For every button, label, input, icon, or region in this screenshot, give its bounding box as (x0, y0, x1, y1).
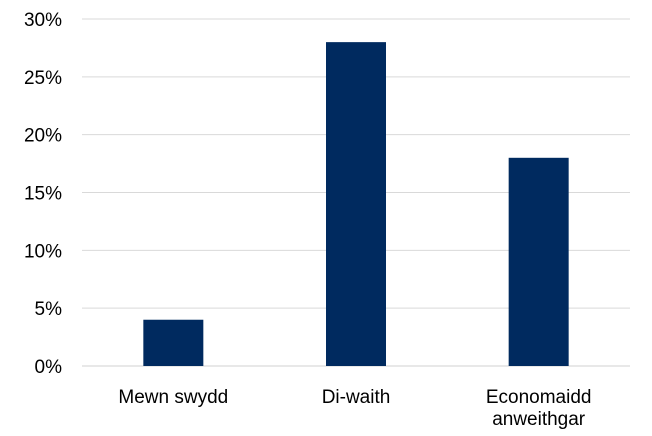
x-category-label: Economaidd anweithgar (486, 387, 592, 430)
y-tick-label: 25% (24, 68, 62, 89)
x-axis-category-labels: Mewn swydd Di-waith Economaidd anweithgar (118, 387, 591, 430)
bar (143, 319, 204, 366)
y-tick-label: 5% (35, 299, 63, 320)
x-category-label-line: Mewn swydd (118, 387, 228, 408)
bar (508, 157, 569, 366)
x-category-label-line: Di-waith (322, 387, 391, 408)
y-tick-label: 30% (24, 10, 62, 31)
y-tick-label: 20% (24, 126, 62, 147)
y-axis-tick-labels: 0% 5% 10% 15% 20% 25% 30% (24, 10, 62, 378)
y-tick-label: 0% (35, 357, 63, 378)
bar (326, 42, 386, 367)
x-category-label-line: Economaidd (486, 387, 592, 408)
x-category-label-line: anweithgar (492, 409, 586, 430)
bars (143, 42, 569, 367)
x-category-label: Di-waith (322, 387, 391, 408)
x-category-label: Mewn swydd (118, 387, 228, 408)
y-tick-label: 15% (24, 184, 62, 205)
y-tick-label: 10% (24, 241, 62, 262)
